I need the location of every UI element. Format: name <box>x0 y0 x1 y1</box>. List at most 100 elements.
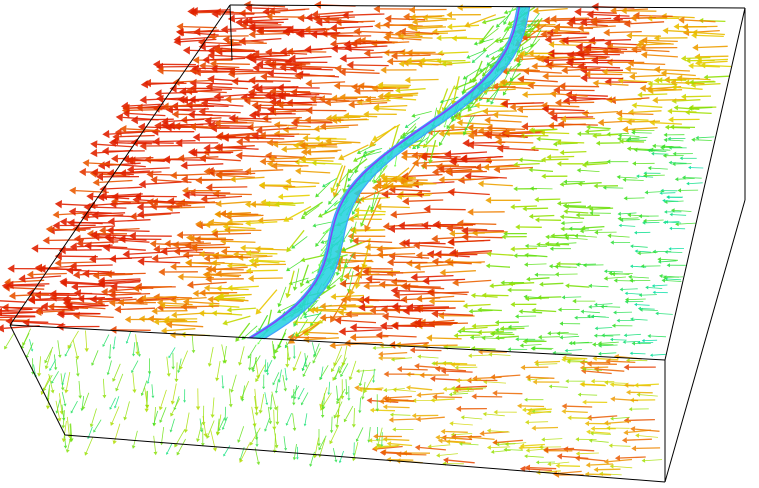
vector-arrow <box>417 274 454 278</box>
vector-arrow-head <box>378 355 383 361</box>
vector-arrow-head <box>436 34 442 41</box>
vector-arrow <box>458 388 484 391</box>
vector-arrow-head <box>531 62 538 70</box>
vector-arrow <box>197 10 234 13</box>
vector-arrow-head <box>418 152 426 161</box>
vector-arrow-head <box>627 212 632 218</box>
vector-arrow-head <box>341 247 347 252</box>
vector-arrow <box>608 458 633 463</box>
vector-arrow <box>407 117 421 127</box>
vector-arrow <box>409 309 446 312</box>
vector-arrow-head <box>414 444 421 451</box>
vector-arrow-head <box>457 4 463 11</box>
vector-arrow <box>187 163 224 167</box>
vector-arrow <box>109 247 146 251</box>
vector-arrow-head <box>175 138 183 148</box>
vector-arrow <box>593 316 609 318</box>
vector-arrow <box>612 445 631 447</box>
vector-arrow <box>345 241 362 250</box>
vector-arrow <box>120 307 156 311</box>
vector-arrow-head <box>372 180 375 183</box>
vector-arrow <box>452 170 487 174</box>
vector-arrow <box>633 110 662 113</box>
vector-arrow <box>66 282 104 286</box>
vector-arrow <box>636 304 650 306</box>
vector-arrow-head <box>383 396 389 403</box>
vector-arrow-head <box>685 109 690 116</box>
vector-arrow-head <box>467 132 474 140</box>
vector-arrow-head <box>682 28 690 37</box>
vector-arrow <box>238 426 245 441</box>
vector-arrow <box>415 15 445 18</box>
vector-arrow <box>544 438 563 440</box>
vector-arrow-head <box>256 60 264 69</box>
vector-arrow-head <box>108 290 116 299</box>
vector-arrow-head <box>634 382 639 388</box>
vector-arrow-head <box>66 266 74 275</box>
vector-arrow <box>707 75 730 78</box>
vector-arrow-head <box>541 104 549 114</box>
vector-arrow <box>684 19 716 23</box>
vector-arrow-head <box>659 274 663 279</box>
vector-arrow-head <box>686 181 690 186</box>
vector-arrow <box>351 202 357 210</box>
vector-arrow <box>329 274 344 287</box>
vector-arrow-head <box>513 253 518 259</box>
vector-arrow <box>397 290 434 293</box>
vector-arrow <box>301 283 312 293</box>
vector-arrow-head <box>65 302 73 311</box>
vector-arrow-head <box>402 180 408 188</box>
vector-arrow-head <box>524 252 529 258</box>
vector-arrow <box>630 148 651 151</box>
vector-arrow <box>646 174 665 177</box>
vector-arrow-head <box>673 105 679 111</box>
vector-arrow-head <box>616 115 623 123</box>
vector-arrow <box>115 142 152 145</box>
vector-arrow <box>264 359 267 371</box>
vector-arrow <box>467 155 504 160</box>
vector-arrow <box>491 87 500 102</box>
vector-arrow-head <box>108 138 117 147</box>
vector-arrow <box>284 367 287 379</box>
vector-arrow <box>393 418 418 421</box>
vector-arrow <box>223 132 259 137</box>
vector-arrow <box>263 218 294 222</box>
vector-arrow-head <box>549 246 554 251</box>
vector-arrow <box>209 57 246 61</box>
vector-arrow <box>48 373 53 391</box>
vector-arrow-head <box>556 453 563 460</box>
vector-arrow <box>359 397 361 411</box>
vector-arrow-head <box>634 302 638 307</box>
vector-arrow <box>91 408 97 425</box>
vector-arrow <box>229 38 264 43</box>
vector-arrow-head <box>415 294 423 303</box>
vector-arrow-head <box>348 168 354 174</box>
vector-arrow-head <box>545 61 553 70</box>
vector-arrow-head <box>610 6 617 15</box>
vector-arrow <box>414 349 442 352</box>
vector-arrow-head <box>364 224 371 232</box>
vector-arrow-head <box>561 66 568 75</box>
vector-arrow <box>561 201 582 205</box>
vector-arrow <box>294 268 300 288</box>
vector-arrow <box>454 433 473 435</box>
vector-arrow-head <box>165 321 173 329</box>
vector-arrow-head <box>460 154 468 163</box>
vector-arrow-head <box>363 150 367 155</box>
vector-arrow <box>685 95 712 98</box>
vector-arrow <box>459 109 485 118</box>
vector-arrow <box>314 343 320 356</box>
vector-arrow-head <box>170 412 174 417</box>
vector-arrow-head <box>319 122 327 131</box>
vector-arrow-head <box>244 201 251 208</box>
vector-arrow <box>167 248 204 252</box>
vector-arrow <box>590 463 613 466</box>
vector-arrow-head <box>224 226 231 234</box>
vector-arrow-head <box>266 160 273 168</box>
vector-arrow-head <box>207 75 215 84</box>
vector-arrow <box>81 395 85 409</box>
vector-arrow-head <box>153 245 161 254</box>
vector-arrow <box>628 298 646 300</box>
